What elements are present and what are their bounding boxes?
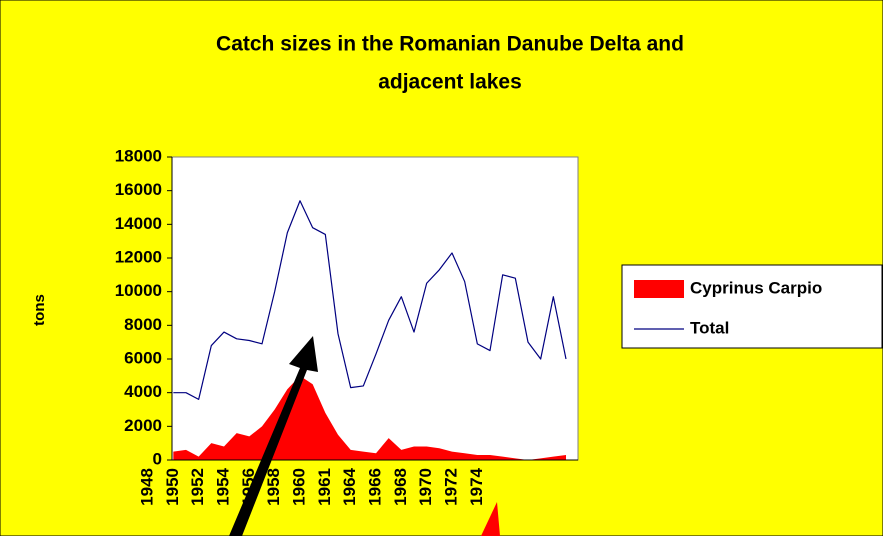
chart-subtitle: adjacent lakes bbox=[378, 71, 522, 94]
x-tick-label: 1958 bbox=[264, 468, 283, 506]
legend-box bbox=[621, 264, 883, 349]
y-tick-label: 4000 bbox=[124, 382, 162, 401]
legend: Cyprinus Carpio Total bbox=[634, 278, 822, 337]
x-tick-label: 1972 bbox=[441, 468, 460, 506]
x-tick-label: 1952 bbox=[188, 468, 207, 506]
y-tick-label: 12000 bbox=[115, 247, 162, 266]
y-axis-label: tons bbox=[31, 294, 48, 326]
annotation-arrow bbox=[229, 336, 318, 536]
plot-area bbox=[171, 156, 579, 461]
legend-swatch bbox=[634, 280, 684, 298]
x-tick-label: 1948 bbox=[137, 468, 156, 506]
x-tick-label: 1961 bbox=[315, 468, 334, 506]
x-tick-label: 1968 bbox=[391, 468, 410, 506]
x-tick-label: 1964 bbox=[340, 467, 359, 505]
x-tick-label: 1956 bbox=[239, 468, 258, 506]
x-tick-label: 1966 bbox=[365, 468, 384, 506]
x-tick-label: 1950 bbox=[163, 468, 182, 506]
chart-title: Catch sizes in the Romanian Danube Delta… bbox=[216, 33, 684, 56]
legend-label: Total bbox=[690, 318, 729, 337]
y-tick-label: 2000 bbox=[124, 416, 162, 435]
y-tick-label: 8000 bbox=[124, 315, 162, 334]
x-tick-label: 1960 bbox=[289, 468, 308, 506]
x-tick-label: 1974 bbox=[467, 467, 486, 505]
y-tick-label: 10000 bbox=[115, 281, 162, 300]
annotation-arrow bbox=[481, 502, 500, 536]
y-tick-label: 18000 bbox=[115, 146, 162, 165]
y-tick-label: 14000 bbox=[115, 214, 162, 233]
legend-label: Cyprinus Carpio bbox=[690, 278, 822, 297]
y-tick-label: 16000 bbox=[115, 180, 162, 199]
y-tick-label: 0 bbox=[153, 449, 162, 468]
x-tick-label: 1970 bbox=[416, 468, 435, 506]
x-tick-label: 1954 bbox=[213, 467, 232, 505]
y-tick-label: 6000 bbox=[124, 348, 162, 367]
line bbox=[173, 200, 567, 400]
